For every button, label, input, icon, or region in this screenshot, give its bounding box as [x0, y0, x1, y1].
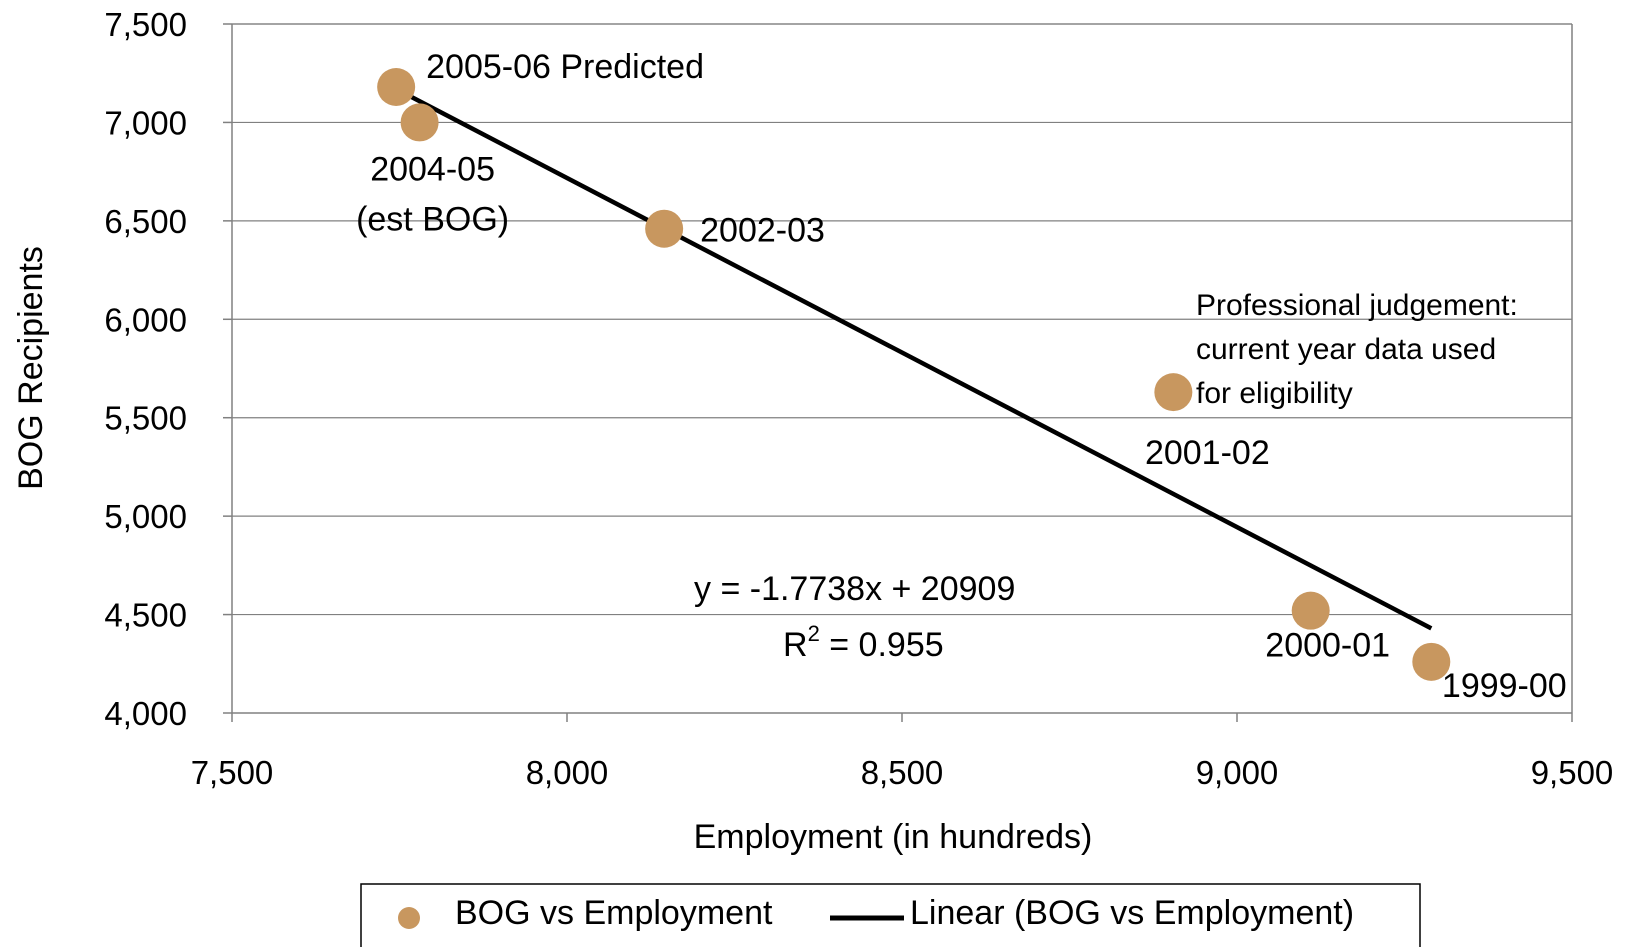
- x-axis-title: Employment (in hundreds): [694, 818, 1093, 856]
- trendline: [395, 86, 1433, 631]
- data-points: [377, 67, 1451, 681]
- note-line-3: for eligibility: [1196, 377, 1353, 410]
- point-label: 2004-05: [370, 150, 495, 188]
- y-tick-label: 5,500: [104, 400, 187, 437]
- x-tick-label: 8,000: [526, 754, 609, 791]
- x-tick-label: 7,500: [191, 754, 274, 791]
- axes: [223, 23, 1573, 722]
- y-tick-label: 6,500: [104, 203, 187, 240]
- x-tick-label: 9,000: [1196, 754, 1279, 791]
- professional-judgement-note: Professional judgement: current year dat…: [1196, 289, 1518, 410]
- note-line-2: current year data used: [1196, 333, 1496, 366]
- note-line-1: Professional judgement:: [1196, 289, 1518, 322]
- data-point: [377, 67, 416, 106]
- y-tick-label: 4,000: [104, 695, 187, 732]
- r-squared: R2 = 0.955: [783, 621, 944, 664]
- y-tick-label: 5,000: [104, 498, 187, 535]
- point-label: (est BOG): [356, 200, 509, 238]
- x-tick-label: 8,500: [861, 754, 944, 791]
- gridlines: [232, 23, 1572, 616]
- legend-label-trendline: Linear (BOG vs Employment): [910, 894, 1354, 932]
- point-label: 2001-02: [1145, 434, 1270, 472]
- y-tick-labels: 7,500 7,000 6,500 6,000 5,500 5,000 4,500 4,000: [104, 6, 187, 732]
- x-tick-labels: 7,500 8,000 8,500 9,000 9,500: [191, 754, 1614, 791]
- x-tick-label: 9,500: [1531, 754, 1614, 791]
- legend-label-points: BOG vs Employment: [455, 894, 773, 932]
- point-label: 2005-06 Predicted: [426, 48, 704, 86]
- trendline-group: [395, 86, 1433, 631]
- y-tick-label: 7,500: [104, 6, 187, 43]
- r-squared-symbol: R: [783, 626, 808, 664]
- point-label: 2000-01: [1265, 627, 1390, 665]
- data-point: [400, 103, 439, 142]
- data-point: [1412, 642, 1451, 681]
- regression-equation: y = -1.7738x + 20909: [694, 570, 1015, 608]
- y-tick-label: 4,500: [104, 597, 187, 634]
- y-axis-title: BOG Recipients: [12, 246, 50, 490]
- data-point: [1154, 373, 1193, 412]
- y-tick-label: 7,000: [104, 104, 187, 141]
- y-tick-label: 6,000: [104, 301, 187, 338]
- point-label: 1999-00: [1442, 667, 1567, 705]
- data-point: [1291, 591, 1330, 630]
- r-squared-exponent: 2: [808, 621, 820, 646]
- data-point: [645, 209, 684, 248]
- legend-marker-points: [398, 907, 420, 929]
- point-label: 2002-03: [700, 212, 825, 250]
- r-squared-value: = 0.955: [820, 626, 944, 664]
- point-labels: 2005-06 Predicted 2004-05 (est BOG) 2002-03…: [356, 48, 1567, 705]
- legend: BOG vs Employment Linear (BOG vs Employm…: [360, 883, 1421, 947]
